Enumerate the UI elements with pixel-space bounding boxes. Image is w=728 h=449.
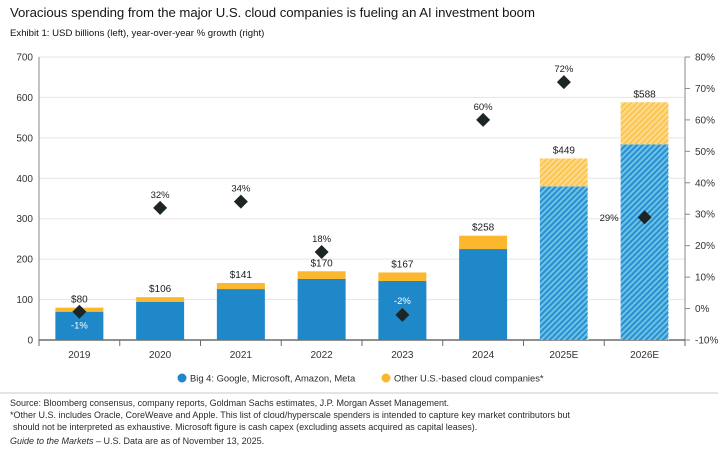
y-left-tick-label: 700	[16, 53, 33, 64]
growth-diamond-2025E	[556, 75, 571, 90]
total-label: $141	[230, 270, 253, 281]
data-labels: $80 $106 $141 $170 $167 $258 $449 $588	[71, 89, 656, 305]
growth-diamond-2021	[233, 194, 248, 209]
bar-other-2022	[297, 271, 346, 279]
y-right-tick-label: 20%	[695, 241, 715, 252]
total-label: $170	[311, 258, 334, 269]
bar-big4-2022	[297, 278, 346, 340]
growth-diamond-2024	[476, 112, 491, 127]
bar-big4-2021	[216, 289, 265, 340]
legend-item-other: Other U.S.-based cloud companies*	[381, 373, 544, 384]
legend-label-other: Other U.S.-based cloud companies*	[394, 373, 544, 384]
bar-other-2025E	[539, 158, 588, 187]
growth-label: 60%	[474, 102, 494, 113]
y-right-tick-label: -10%	[695, 336, 718, 347]
y-right-tick-label: 70%	[695, 84, 715, 95]
legend-swatch-big4	[177, 373, 187, 383]
x-tick-label: 2021	[230, 350, 253, 361]
x-tick-label: 2023	[391, 350, 414, 361]
chart-subtitle: Exhibit 1: USD billions (left), year-ove…	[10, 28, 265, 39]
total-label: $588	[634, 89, 657, 100]
total-label: $449	[553, 145, 576, 156]
growth-label: -1%	[71, 321, 88, 332]
legend-item-big4: Big 4: Google, Microsoft, Amazon, Meta	[177, 373, 356, 384]
footnote-line-1: *Other U.S. includes Oracle, CoreWeave a…	[10, 410, 570, 420]
bar-big4-2024	[459, 249, 508, 340]
total-label: $167	[391, 259, 414, 270]
y-right-tick-label: 10%	[695, 273, 715, 284]
growth-diamond-2019	[72, 304, 87, 319]
growth-label: 29%	[600, 213, 620, 224]
legend: Big 4: Google, Microsoft, Amazon, Meta O…	[177, 373, 544, 384]
y-right-tick-label: 30%	[695, 210, 715, 221]
y-left-tick-label: 600	[16, 93, 33, 104]
total-label: $106	[149, 284, 172, 295]
x-tick-label: 2019	[68, 350, 91, 361]
growth-label: 72%	[554, 64, 574, 75]
total-label: $258	[472, 223, 495, 234]
y-left-tick-label: 200	[16, 255, 33, 266]
x-tick-label: 2020	[149, 350, 172, 361]
bar-other-2020	[136, 297, 185, 302]
growth-label: -2%	[394, 296, 411, 307]
growth-diamond-2023	[395, 307, 410, 322]
bar-big4-2020	[136, 301, 185, 340]
data-date-note: – U.S. Data are as of November 13, 2025.	[93, 436, 265, 446]
total-label: $80	[71, 295, 88, 306]
publication-name: Guide to the Markets	[10, 436, 94, 446]
growth-label: 18%	[312, 234, 332, 245]
chart-title: Voracious spending from the major U.S. c…	[10, 5, 535, 20]
y-left-tick-label: 100	[16, 295, 33, 306]
bar-other-2024	[459, 235, 508, 250]
y-right-tick-label: 40%	[695, 178, 715, 189]
y-left-tick-label: 0	[27, 336, 33, 347]
bar-other-2021	[216, 282, 265, 290]
legend-label-big4: Big 4: Google, Microsoft, Amazon, Meta	[190, 373, 356, 384]
x-tick-label: 2024	[472, 350, 495, 361]
x-tick-label: 2026E	[630, 350, 659, 361]
growth-label: 32%	[151, 190, 171, 201]
y-right-tick-label: 60%	[695, 115, 715, 126]
footnote-line-2: should not be interpreted as exhaustive.…	[13, 422, 478, 432]
gridlines	[39, 56, 685, 301]
x-tick-label: 2025E	[549, 350, 578, 361]
growth-diamond-2026E	[637, 210, 652, 225]
axes: 0 100 200 300 400 500 600 700 -10% 0% 10% 20% 30% 40%…	[16, 53, 718, 362]
bar-other-2023	[378, 272, 427, 281]
growth-markers: -1% 32% 34% 18% -2% 60% 72% 29%	[71, 64, 652, 332]
y-left-tick-label: 400	[16, 174, 33, 185]
legend-swatch-other	[381, 373, 391, 383]
growth-diamond-2020	[153, 200, 168, 215]
y-right-tick-label: 0%	[695, 304, 710, 315]
bar-other-2026E	[620, 102, 669, 145]
y-right-tick-label: 50%	[695, 147, 715, 158]
y-left-tick-label: 500	[16, 133, 33, 144]
publication-note: Guide to the Markets – U.S. Data are as …	[10, 436, 264, 446]
bar-big4-2025E	[539, 186, 588, 340]
source-note: Source: Bloomberg consensus, company rep…	[10, 398, 450, 408]
bar-big4-2026E	[620, 144, 669, 340]
x-tick-label: 2022	[311, 350, 334, 361]
y-left-tick-label: 300	[16, 214, 33, 225]
bars	[55, 102, 670, 340]
y-right-tick-label: 80%	[695, 53, 715, 64]
growth-label: 34%	[231, 184, 251, 195]
growth-diamond-2022	[314, 244, 329, 259]
